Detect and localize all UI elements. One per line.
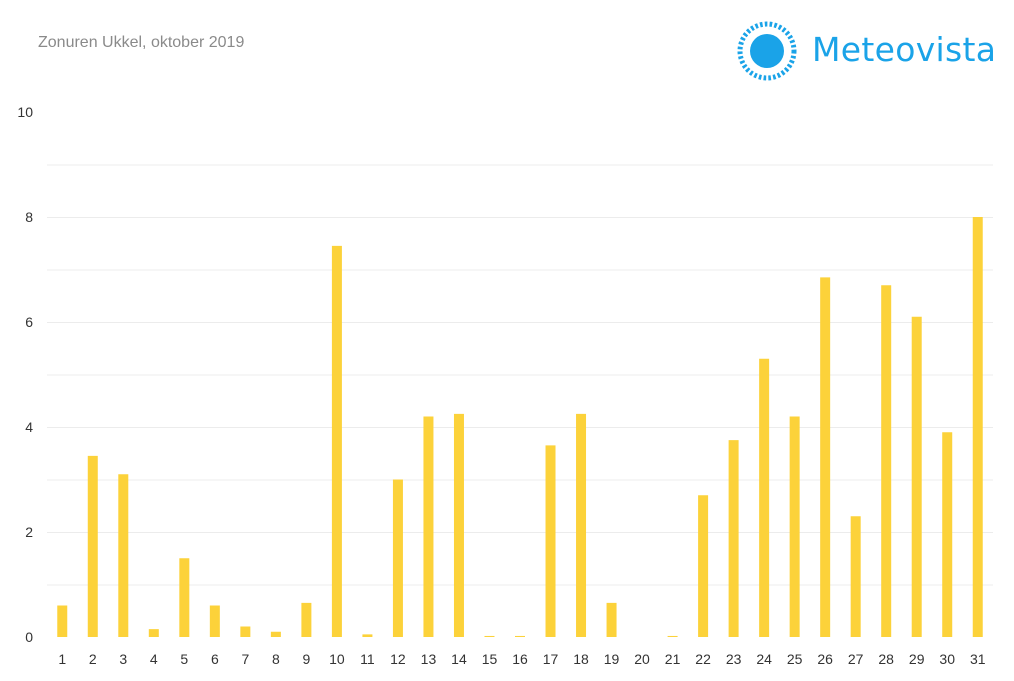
- bar-day-31: [972, 217, 983, 637]
- y-tick-label: 0: [25, 629, 33, 645]
- x-tick-label: 26: [817, 651, 833, 667]
- brand-name: Meteovista: [812, 30, 997, 69]
- bar-day-15: [484, 635, 495, 637]
- y-tick-label: 2: [25, 524, 33, 540]
- bar-day-27: [850, 516, 861, 637]
- bar-day-4: [148, 629, 159, 637]
- x-tick-label: 1: [58, 651, 66, 667]
- bar-day-11: [362, 634, 373, 637]
- bar-day-9: [301, 602, 312, 637]
- x-tick-label: 10: [329, 651, 345, 667]
- bar-day-17: [545, 445, 556, 637]
- y-tick-label: 4: [25, 419, 33, 435]
- x-tick-label: 5: [180, 651, 188, 667]
- grid-lines: [47, 164, 993, 586]
- x-tick-label: 20: [634, 651, 650, 667]
- bar-day-18: [576, 413, 587, 637]
- bar-day-6: [209, 605, 220, 637]
- x-tick-label: 9: [302, 651, 310, 667]
- x-tick-label: 29: [909, 651, 925, 667]
- x-tick-label: 4: [150, 651, 158, 667]
- bar-day-29: [911, 316, 922, 637]
- x-tick-label: 14: [451, 651, 467, 667]
- x-tick-label: 31: [970, 651, 986, 667]
- bar-day-7: [240, 626, 251, 637]
- y-tick-label: 6: [25, 314, 33, 330]
- bar-day-30: [942, 432, 953, 637]
- x-tick-label: 6: [211, 651, 219, 667]
- x-tick-label: 2: [89, 651, 97, 667]
- bar-day-5: [179, 558, 190, 637]
- x-tick-label: 23: [726, 651, 742, 667]
- x-tick-label: 25: [787, 651, 803, 667]
- x-tick-label: 15: [482, 651, 498, 667]
- x-tick-label: 7: [241, 651, 249, 667]
- x-tick-label: 27: [848, 651, 864, 667]
- bar-day-25: [789, 416, 800, 637]
- x-tick-label: 8: [272, 651, 280, 667]
- x-tick-label: 22: [695, 651, 711, 667]
- y-tick-label: 8: [25, 209, 33, 225]
- x-axis: 1 2 3 4 5 6 7 8 9 10 11 12 13 14 15 16 17 18 19 20 21 22 23 24 2…: [58, 651, 985, 667]
- bar-day-2: [87, 455, 98, 637]
- x-tick-label: 13: [421, 651, 437, 667]
- x-tick-label: 28: [878, 651, 894, 667]
- bar-day-14: [453, 413, 464, 637]
- x-tick-label: 11: [360, 651, 375, 667]
- x-tick-label: 21: [665, 651, 681, 667]
- bar-day-10: [331, 245, 342, 637]
- brand-logo: Meteovista: [736, 18, 996, 84]
- x-tick-label: 30: [939, 651, 955, 667]
- bar-day-24: [759, 358, 770, 637]
- x-tick-label: 24: [756, 651, 772, 667]
- bar-day-22: [698, 495, 709, 637]
- sun-logo-icon: [737, 21, 797, 81]
- bar-day-12: [392, 479, 403, 637]
- bar-day-16: [515, 635, 525, 637]
- x-tick-label: 16: [512, 651, 528, 667]
- x-tick-label: 19: [604, 651, 620, 667]
- y-tick-label: 10: [17, 104, 33, 120]
- x-tick-label: 17: [543, 651, 559, 667]
- x-tick-label: 12: [390, 651, 406, 667]
- bar-day-28: [881, 285, 892, 637]
- y-axis: 0 2 4 6 8 10: [17, 104, 33, 645]
- bars: [57, 217, 983, 637]
- bar-day-19: [606, 602, 617, 637]
- bar-day-8: [270, 631, 281, 637]
- bar-day-26: [820, 277, 831, 637]
- bar-day-1: [57, 605, 68, 637]
- bar-day-21: [667, 635, 678, 637]
- bar-day-23: [728, 440, 739, 637]
- bar-day-3: [118, 474, 129, 637]
- x-tick-label: 3: [119, 651, 127, 667]
- chart-title: Zonuren Ukkel, oktober 2019: [38, 34, 245, 51]
- x-tick-label: 18: [573, 651, 589, 667]
- bar-day-13: [423, 416, 434, 637]
